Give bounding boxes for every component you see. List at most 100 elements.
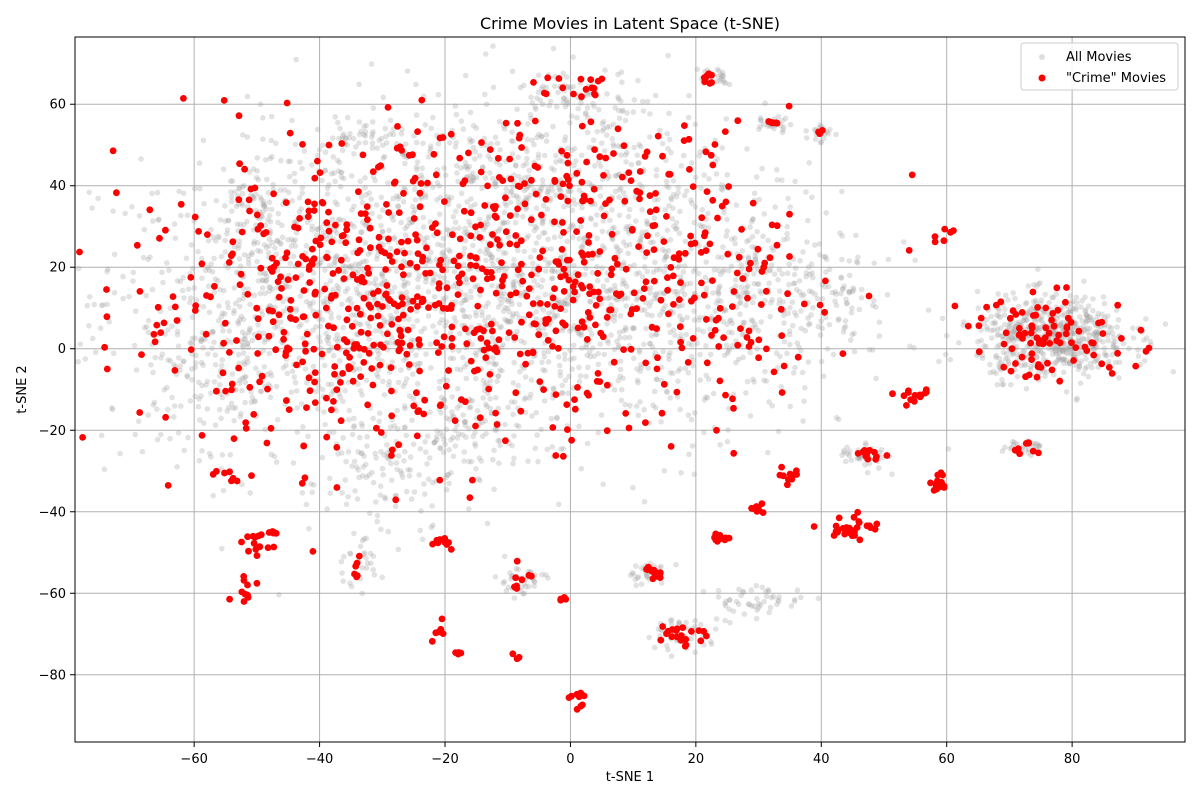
point-crime-movie [452,417,459,424]
point-all-movies [777,354,783,360]
point-all-movies [402,284,408,290]
point-crime-movie [608,266,615,273]
point-all-movies [673,226,679,232]
point-all-movies [237,381,243,387]
point-all-movies [948,357,954,363]
point-all-movies [275,417,281,423]
point-crime-movie [488,269,495,276]
point-all-movies [252,399,258,405]
point-all-movies [489,283,495,289]
point-all-movies [294,306,300,312]
point-all-movies [409,496,415,502]
point-crime-movie [355,188,362,195]
point-crime-movie [642,153,649,160]
point-all-movies [522,340,528,346]
point-crime-movie [351,341,358,348]
point-all-movies [175,332,181,338]
point-all-movies [1039,318,1045,324]
point-all-movies [535,272,541,278]
point-all-movies [76,266,82,272]
point-all-movies [547,103,553,109]
point-crime-movie [338,257,345,264]
point-crime-movie [334,484,341,491]
point-all-movies [772,271,778,277]
point-all-movies [800,370,806,376]
point-all-movies [818,332,824,338]
point-all-movies [765,450,771,456]
point-all-movies [455,386,461,392]
point-all-movies [885,292,891,298]
point-crime-movie [640,295,647,302]
point-all-movies [681,269,687,275]
point-all-movies [1087,326,1093,332]
point-crime-movie [584,336,591,343]
point-all-movies [403,232,409,238]
point-crime-movie [519,278,526,285]
point-all-movies [946,446,952,452]
point-all-movies [692,410,698,416]
point-all-movies [466,426,472,432]
point-all-movies [355,496,361,502]
point-crime-movie [715,343,722,350]
point-all-movies [817,241,823,247]
point-all-movies [1067,293,1073,299]
point-all-movies [453,443,459,449]
point-all-movies [497,119,503,125]
point-crime-movie [257,265,264,272]
point-crime-movie [358,329,365,336]
point-all-movies [550,124,556,130]
point-all-movies [247,490,253,496]
point-all-movies [1106,359,1112,365]
point-crime-movie [755,246,762,253]
point-all-movies [746,237,752,243]
point-all-movies [745,283,751,289]
point-all-movies [813,136,819,142]
point-crime-movie [383,201,390,208]
point-crime-movie [76,249,83,256]
point-all-movies [344,502,350,508]
point-crime-movie [595,289,602,296]
point-crime-movie [559,246,566,253]
point-all-movies [587,299,593,305]
point-crime-movie [545,337,552,344]
point-crime-movie [518,144,525,151]
point-all-movies [1143,316,1149,322]
point-crime-movie [370,342,377,349]
point-all-movies [627,403,633,409]
point-all-movies [724,172,730,178]
point-crime-movie [331,371,338,378]
point-all-movies [374,519,380,525]
point-all-movies [619,398,625,404]
point-all-movies [262,242,268,248]
point-all-movies [754,596,760,602]
point-crime-movie [398,239,405,246]
point-crime-movie [462,326,469,333]
point-all-movies [297,160,303,166]
point-all-movies [510,461,516,467]
point-all-movies [468,204,474,210]
point-all-movies [563,134,569,140]
point-all-movies [818,318,824,324]
point-all-movies [260,115,266,121]
point-crime-movie [1042,305,1049,312]
point-all-movies [821,373,827,379]
point-all-movies [487,396,493,402]
point-all-movies [326,348,332,354]
point-all-movies [632,577,638,583]
point-crime-movie [213,388,220,395]
point-crime-movie [703,148,710,155]
point-all-movies [231,285,237,291]
point-all-movies [272,245,278,251]
point-all-movies [514,107,520,113]
point-all-movies [1142,358,1148,364]
point-all-movies [545,190,551,196]
point-crime-movie [403,351,410,358]
point-crime-movie [575,271,582,278]
point-all-movies [767,314,773,320]
point-crime-movie [312,289,319,296]
point-crime-movie [328,239,335,246]
point-crime-movie [496,242,503,249]
point-all-movies [664,131,670,137]
point-crime-movie [502,437,509,444]
point-all-movies [339,170,345,176]
